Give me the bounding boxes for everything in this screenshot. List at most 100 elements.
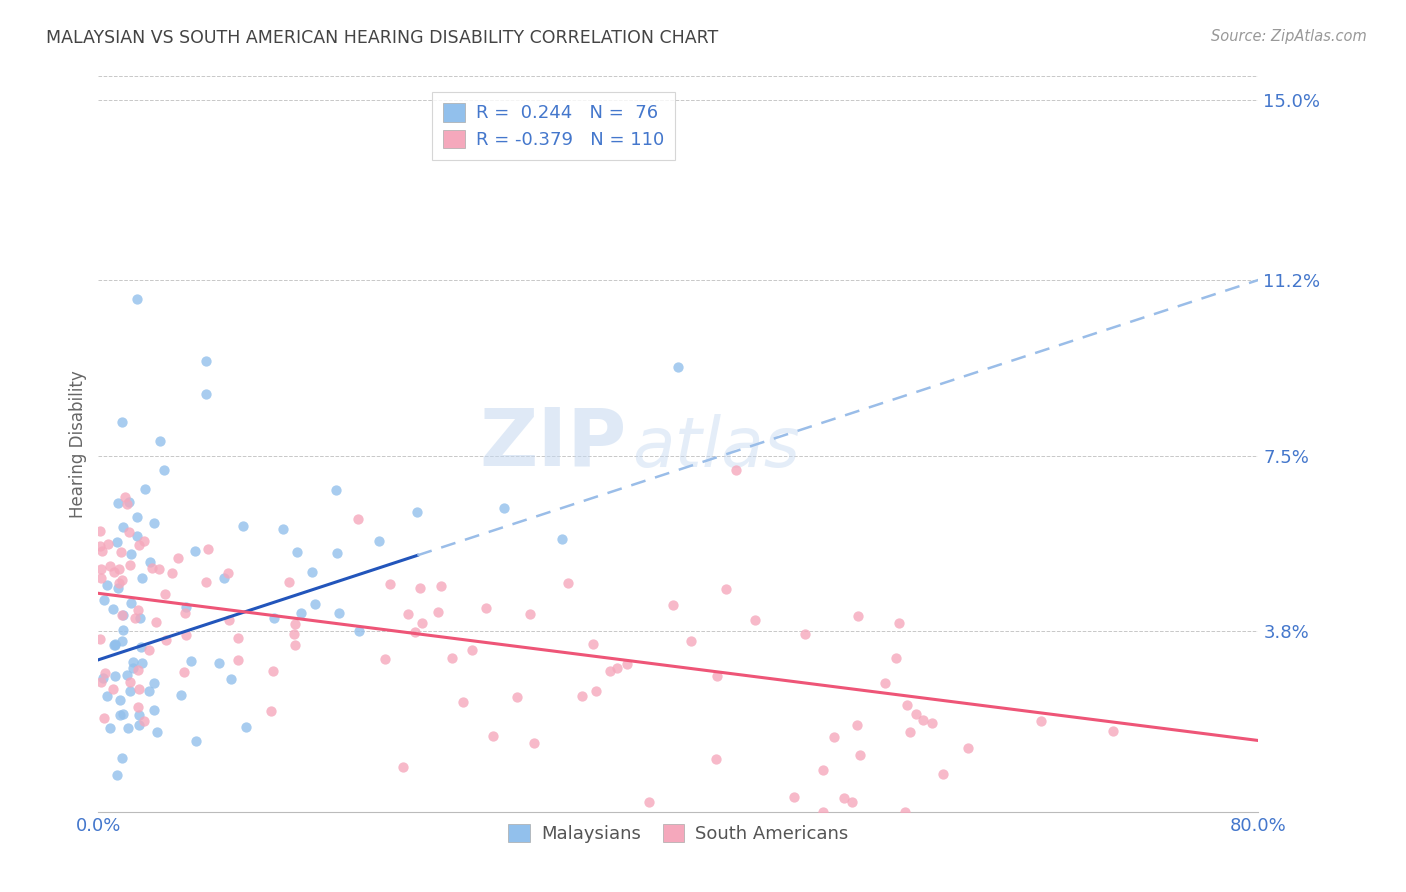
Point: [832, 790, 855, 805]
Point: [374, 652, 396, 666]
Point: [662, 598, 685, 612]
Point: [118, 495, 141, 509]
Point: [704, 752, 727, 766]
Text: Source: ZipAtlas.com: Source: ZipAtlas.com: [1211, 29, 1367, 44]
Point: [101, 602, 124, 616]
Point: [90, 571, 112, 585]
Point: [887, 616, 910, 631]
Point: [396, 607, 419, 621]
Point: [347, 512, 370, 526]
Point: [226, 653, 249, 667]
Point: [91, 543, 114, 558]
Y-axis label: Hearing Disability: Hearing Disability: [69, 370, 87, 517]
Point: [89, 540, 111, 554]
Point: [127, 529, 149, 543]
Point: [326, 546, 349, 560]
Point: [285, 545, 308, 559]
Point: [117, 524, 139, 539]
Point: [197, 542, 219, 557]
Point: [143, 516, 166, 530]
Point: [277, 574, 299, 589]
Text: MALAYSIAN VS SOUTH AMERICAN HEARING DISABILITY CORRELATION CHART: MALAYSIAN VS SOUTH AMERICAN HEARING DISA…: [46, 29, 718, 46]
Point: [679, 633, 702, 648]
Point: [105, 535, 128, 549]
Point: [142, 703, 165, 717]
Point: [118, 558, 141, 572]
Point: [111, 706, 134, 721]
Point: [426, 605, 449, 619]
Point: [896, 698, 918, 713]
Point: [506, 690, 529, 704]
Point: [912, 713, 935, 727]
Text: ZIP: ZIP: [479, 405, 626, 483]
Point: [263, 611, 285, 625]
Point: [94, 665, 117, 680]
Point: [111, 624, 134, 638]
Point: [793, 626, 815, 640]
Point: [149, 434, 172, 449]
Point: [260, 704, 283, 718]
Point: [107, 496, 129, 510]
Point: [93, 711, 115, 725]
Point: [108, 562, 131, 576]
Point: [138, 683, 160, 698]
Point: [606, 661, 628, 675]
Point: [104, 669, 127, 683]
Point: [174, 628, 197, 642]
Point: [89, 524, 111, 538]
Point: [441, 651, 464, 665]
Point: [153, 587, 176, 601]
Point: [921, 716, 943, 731]
Point: [153, 463, 176, 477]
Point: [194, 353, 217, 368]
Point: [166, 551, 188, 566]
Point: [406, 505, 429, 519]
Point: [616, 657, 638, 672]
Point: [170, 688, 193, 702]
Point: [89, 632, 111, 647]
Point: [212, 571, 235, 585]
Point: [391, 759, 413, 773]
Point: [666, 359, 689, 374]
Point: [97, 537, 120, 551]
Point: [107, 581, 129, 595]
Point: [905, 706, 928, 721]
Point: [932, 767, 955, 781]
Point: [141, 561, 163, 575]
Point: [783, 790, 806, 805]
Point: [138, 642, 160, 657]
Point: [128, 539, 150, 553]
Point: [290, 607, 312, 621]
Point: [120, 547, 142, 561]
Point: [127, 603, 149, 617]
Text: atlas: atlas: [633, 414, 800, 481]
Point: [218, 613, 240, 627]
Point: [284, 638, 307, 652]
Point: [134, 482, 156, 496]
Point: [127, 510, 149, 524]
Point: [846, 609, 869, 624]
Point: [90, 562, 112, 576]
Point: [111, 751, 134, 765]
Point: [111, 416, 134, 430]
Point: [90, 675, 112, 690]
Point: [107, 576, 129, 591]
Point: [271, 522, 294, 536]
Point: [304, 597, 326, 611]
Point: [160, 566, 183, 580]
Point: [284, 616, 307, 631]
Point: [481, 729, 503, 743]
Point: [115, 497, 138, 511]
Point: [328, 606, 350, 620]
Point: [143, 676, 166, 690]
Point: [98, 721, 121, 735]
Point: [219, 672, 242, 686]
Point: [114, 490, 136, 504]
Point: [125, 292, 148, 306]
Point: [585, 683, 607, 698]
Point: [430, 579, 453, 593]
Point: [128, 708, 150, 723]
Point: [173, 665, 195, 679]
Point: [195, 575, 218, 590]
Point: [557, 576, 579, 591]
